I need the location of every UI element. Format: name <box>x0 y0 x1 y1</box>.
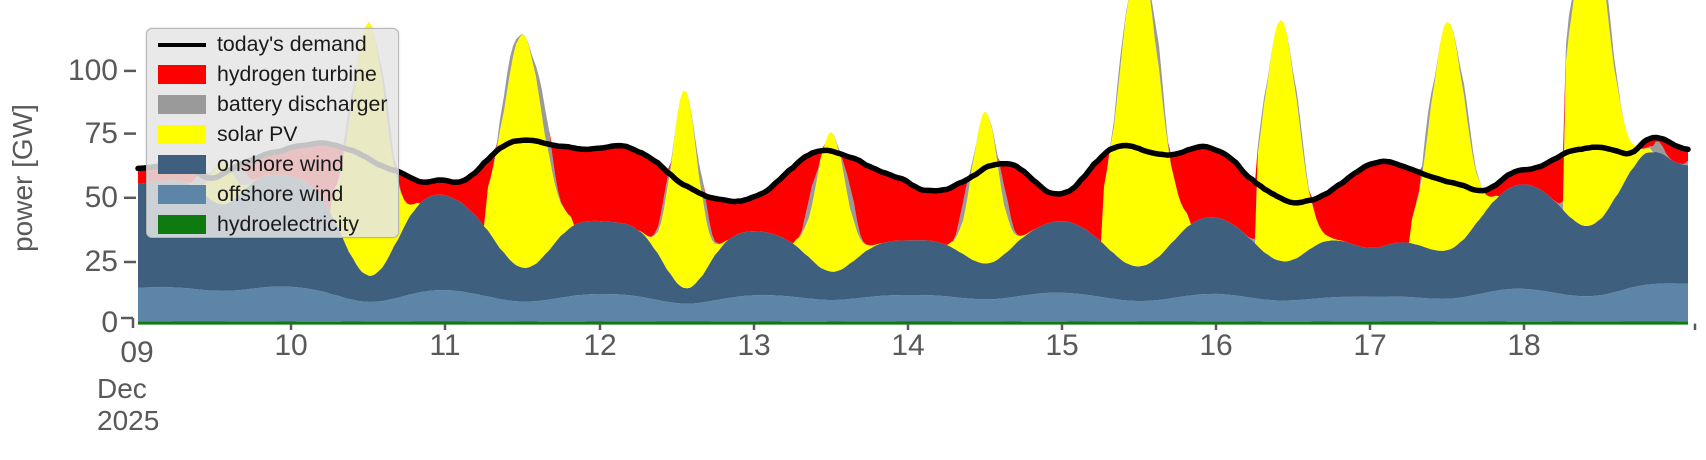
svg-text:18: 18 <box>1507 329 1540 362</box>
svg-text:100: 100 <box>68 54 118 87</box>
svg-text:16: 16 <box>1199 329 1232 362</box>
svg-text:2025: 2025 <box>97 405 159 436</box>
svg-text:power [GW]: power [GW] <box>7 104 38 252</box>
svg-text:11: 11 <box>429 329 460 362</box>
svg-text:17: 17 <box>1353 329 1386 362</box>
svg-text:50: 50 <box>85 181 118 214</box>
svg-text:25: 25 <box>85 245 118 278</box>
svg-text:0: 0 <box>101 306 118 339</box>
svg-text:12: 12 <box>583 329 616 362</box>
svg-text:75: 75 <box>85 117 118 150</box>
svg-text:14: 14 <box>891 329 924 362</box>
svg-text:15: 15 <box>1045 329 1078 362</box>
svg-text:Dec: Dec <box>97 373 147 404</box>
svg-text:10: 10 <box>274 329 307 362</box>
svg-text:13: 13 <box>737 329 770 362</box>
svg-text:09: 09 <box>120 336 153 369</box>
